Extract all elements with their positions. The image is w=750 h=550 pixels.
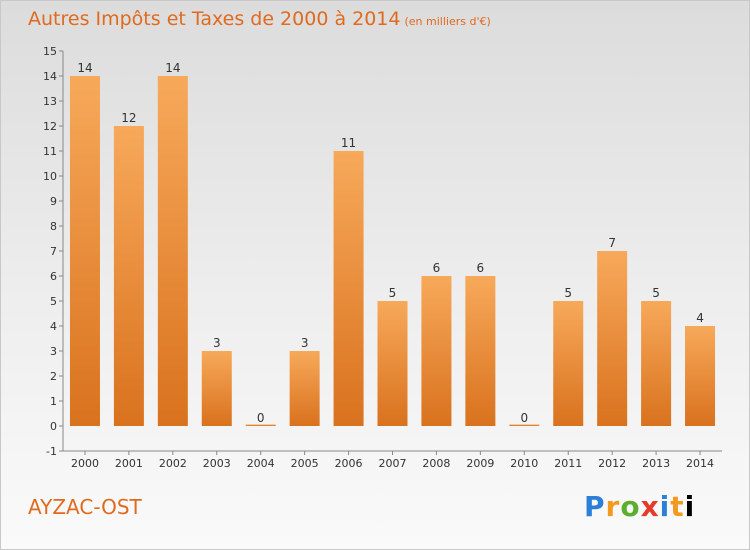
x-tick-label: 2012 — [598, 457, 626, 470]
bar-2007 — [377, 301, 408, 426]
x-tick-label: 2006 — [335, 457, 363, 470]
y-tick-label: 13 — [43, 95, 57, 108]
y-tick-label: 15 — [43, 45, 57, 58]
logo-letter: i — [659, 490, 671, 523]
value-label: 7 — [608, 236, 616, 250]
logo-letter: x — [640, 490, 660, 523]
bar-2012 — [597, 251, 628, 426]
value-label: 4 — [696, 311, 704, 325]
x-tick-label: 2005 — [291, 457, 319, 470]
x-tick-label: 2010 — [510, 457, 538, 470]
y-tick-label: 11 — [43, 145, 57, 158]
y-tick-label: 5 — [50, 295, 57, 308]
bar-2001 — [113, 126, 144, 426]
x-tick-label: 2009 — [466, 457, 494, 470]
chart-unit: (en milliers d'€) — [404, 15, 491, 28]
value-label: 14 — [77, 61, 92, 75]
bar-2013 — [641, 301, 672, 426]
value-label: 5 — [389, 286, 397, 300]
y-tick-label: 10 — [43, 170, 57, 183]
y-tick-label: 7 — [50, 245, 57, 258]
logo-letter: t — [670, 490, 685, 523]
value-label: 5 — [652, 286, 660, 300]
x-tick-label: 2008 — [422, 457, 450, 470]
chart-title: Autres Impôts et Taxes de 2000 à 2014 (en… — [28, 8, 491, 30]
y-tick-label: 2 — [50, 370, 57, 383]
y-tick-label: 12 — [43, 120, 57, 133]
logo-letter: r — [605, 490, 621, 523]
bar-2004 — [245, 424, 276, 426]
value-label: 0 — [257, 411, 265, 425]
x-tick-label: 2001 — [115, 457, 143, 470]
y-tick-label: 1 — [50, 395, 57, 408]
x-tick-label: 2011 — [554, 457, 582, 470]
y-tick-label: 6 — [50, 270, 57, 283]
y-tick-label: 4 — [50, 320, 57, 333]
y-tick-label: -1 — [46, 445, 57, 458]
x-tick-label: 2000 — [71, 457, 99, 470]
value-label: 6 — [477, 261, 485, 275]
logo-letter: P — [584, 490, 606, 523]
value-label: 3 — [301, 336, 309, 350]
value-label: 6 — [433, 261, 441, 275]
x-tick-label: 2013 — [642, 457, 670, 470]
value-label: 12 — [121, 111, 136, 125]
logo-letter: o — [620, 490, 641, 523]
value-label: 5 — [564, 286, 572, 300]
value-label: 0 — [520, 411, 528, 425]
y-tick-label: 14 — [43, 70, 57, 83]
logo-letter: i — [684, 490, 696, 523]
x-tick-label: 2002 — [159, 457, 187, 470]
commune-name: AYZAC-OST — [28, 495, 142, 519]
bar-2008 — [421, 276, 452, 426]
x-tick-label: 2007 — [379, 457, 407, 470]
chart-title-text: Autres Impôts et Taxes de 2000 à 2014 — [28, 8, 401, 30]
bar-2011 — [553, 301, 584, 426]
value-label: 14 — [165, 61, 180, 75]
bar-2006 — [333, 151, 364, 426]
bar-2010 — [509, 424, 540, 426]
bar-2014 — [685, 326, 716, 426]
x-tick-label: 2004 — [247, 457, 275, 470]
bar-2002 — [157, 76, 188, 426]
bar-2000 — [69, 76, 100, 426]
value-label: 11 — [341, 136, 356, 150]
proxiti-logo: Proxiti — [584, 490, 695, 523]
y-tick-label: 3 — [50, 345, 57, 358]
y-tick-label: 8 — [50, 220, 57, 233]
bar-2009 — [465, 276, 496, 426]
value-label: 3 — [213, 336, 221, 350]
y-tick-label: 0 — [50, 420, 57, 433]
x-tick-label: 2014 — [686, 457, 714, 470]
bar-2003 — [201, 351, 232, 426]
x-tick-label: 2003 — [203, 457, 231, 470]
y-tick-label: 9 — [50, 195, 57, 208]
bar-2005 — [289, 351, 320, 426]
